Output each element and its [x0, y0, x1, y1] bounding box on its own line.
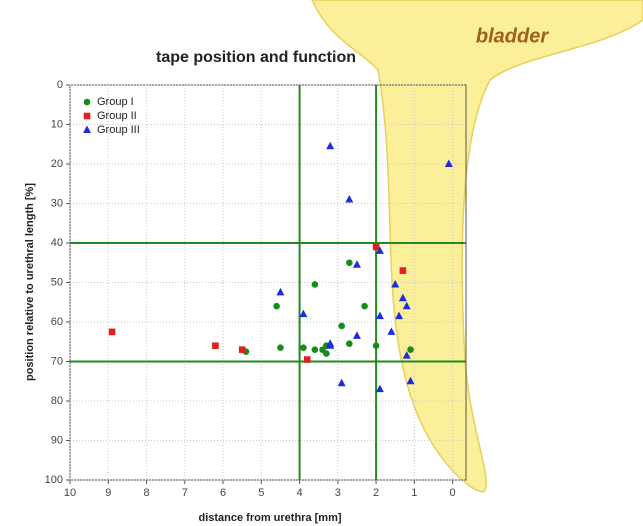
point: [326, 141, 335, 150]
legend-label: Group III: [97, 124, 140, 136]
point: [372, 243, 380, 251]
chart-title: tape position and function: [156, 49, 356, 66]
x-tick-label: 1: [411, 487, 417, 499]
point: [299, 309, 308, 318]
point: [311, 346, 319, 353]
point: [406, 376, 415, 385]
y-tick-label: 60: [51, 316, 63, 328]
point: [326, 341, 335, 349]
point: [346, 259, 353, 267]
y-tick-label: 80: [51, 395, 63, 407]
point: [372, 342, 380, 350]
y-axis-label: position relative to urethral length [%]: [24, 183, 36, 381]
point: [323, 350, 330, 357]
x-tick-label: 7: [182, 487, 188, 499]
point: [399, 267, 407, 274]
legend-marker: [83, 112, 91, 120]
legend-marker: [83, 125, 91, 133]
x-axis-label: distance from urethra [mm]: [198, 512, 341, 524]
point: [375, 246, 384, 254]
y-tick-label: 30: [51, 197, 63, 209]
point: [277, 344, 284, 351]
point: [345, 195, 354, 203]
point: [303, 356, 311, 363]
point: [337, 378, 346, 387]
y-tick-label: 50: [51, 276, 63, 288]
point: [238, 346, 246, 353]
point: [300, 344, 307, 351]
y-tick-label: 10: [51, 118, 63, 130]
point: [276, 287, 285, 296]
y-tick-label: 90: [51, 434, 63, 446]
x-tick-label: 3: [335, 487, 341, 499]
point: [391, 279, 400, 288]
y-tick-label: 100: [45, 474, 63, 486]
point: [352, 260, 361, 268]
legend-label: Group II: [97, 110, 137, 122]
x-tick-label: 2: [373, 487, 379, 499]
y-tick-label: 40: [51, 237, 63, 249]
x-tick-label: 5: [258, 487, 264, 499]
x-tick-label: 4: [297, 487, 303, 499]
y-tick-label: 0: [57, 79, 63, 91]
x-tick-label: 10: [64, 487, 76, 499]
point: [395, 311, 404, 320]
point: [273, 302, 280, 310]
point: [402, 351, 411, 359]
point: [375, 384, 384, 393]
y-tick-label: 20: [51, 158, 63, 170]
x-tick-label: 0: [450, 487, 456, 499]
y-tick-label: 70: [51, 355, 63, 367]
annotation: bladder: [476, 25, 549, 47]
point: [375, 311, 384, 320]
point: [108, 328, 116, 336]
point: [407, 346, 414, 353]
point: [387, 327, 396, 335]
bladder-shape: [311, 0, 643, 493]
point: [402, 301, 411, 310]
x-tick-label: 6: [220, 487, 226, 499]
point: [361, 302, 368, 310]
legend-marker: [83, 98, 91, 106]
point: [311, 281, 319, 288]
point: [352, 331, 361, 339]
point: [398, 293, 407, 302]
legend-label: Group I: [97, 96, 134, 108]
point: [346, 340, 353, 348]
x-tick-label: 8: [143, 487, 149, 499]
point: [444, 159, 453, 167]
x-tick-label: 9: [105, 487, 111, 499]
plot-layer: 10 9 8 7 6 5 4 3 2 1 00102030405060708090100Group …: [45, 79, 466, 499]
point: [338, 322, 345, 330]
point: [212, 342, 219, 349]
